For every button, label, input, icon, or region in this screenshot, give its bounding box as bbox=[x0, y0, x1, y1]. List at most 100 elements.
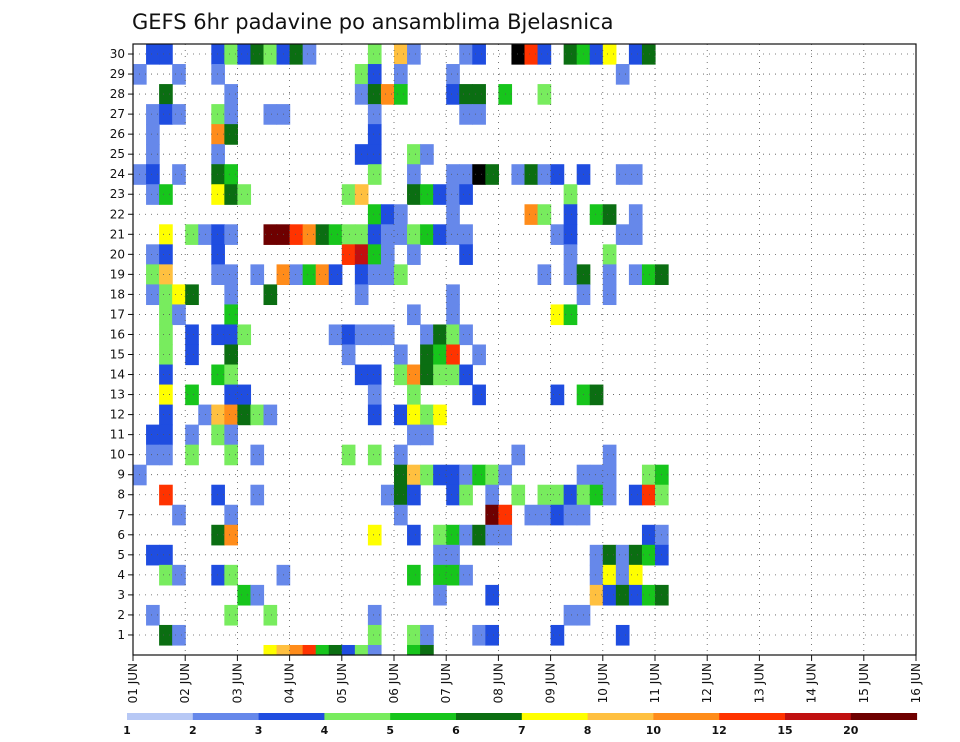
heatmap-cell bbox=[328, 644, 343, 656]
heatmap-cell bbox=[524, 164, 539, 185]
heatmap-cell bbox=[641, 524, 656, 546]
heatmap-cell bbox=[459, 184, 473, 205]
heatmap-cells bbox=[133, 44, 669, 656]
heatmap-cell bbox=[394, 464, 408, 486]
y-tick-label: 15 bbox=[110, 348, 125, 362]
heatmap-cell bbox=[446, 324, 460, 346]
heatmap-cell bbox=[459, 564, 473, 586]
heatmap-cell bbox=[628, 44, 643, 65]
heatmap-cell bbox=[315, 224, 330, 245]
heatmap-cell bbox=[211, 64, 225, 85]
heatmap-cell bbox=[459, 484, 473, 506]
heatmap-cell bbox=[146, 544, 160, 566]
x-tick-label: 14 JUN bbox=[805, 663, 819, 703]
heatmap-cell bbox=[211, 484, 225, 506]
heatmap-cell bbox=[407, 364, 421, 386]
heatmap-cell bbox=[224, 344, 238, 366]
y-tick-label: 19 bbox=[110, 267, 125, 281]
heatmap-cell bbox=[367, 404, 382, 426]
heatmap-cell bbox=[446, 344, 460, 366]
heatmap-cell bbox=[446, 364, 460, 386]
heatmap-cell bbox=[367, 524, 382, 546]
heatmap-cell bbox=[289, 264, 304, 285]
heatmap-cell bbox=[485, 524, 499, 546]
heatmap-cell bbox=[459, 364, 473, 386]
heatmap-cell bbox=[172, 304, 186, 326]
grid-lines bbox=[133, 44, 916, 655]
heatmap-cell bbox=[407, 244, 421, 265]
heatmap-cell bbox=[146, 144, 160, 165]
heatmap-cell bbox=[224, 564, 238, 586]
heatmap-cell bbox=[602, 44, 617, 65]
heatmap-cell bbox=[367, 624, 382, 646]
heatmap-cell bbox=[589, 44, 604, 65]
heatmap-cell bbox=[250, 404, 265, 426]
heatmap-cell bbox=[289, 224, 304, 245]
heatmap-cell bbox=[589, 544, 604, 566]
y-tick-label: 2 bbox=[117, 608, 125, 622]
heatmap-cell bbox=[446, 544, 460, 566]
heatmap-cell bbox=[537, 164, 552, 185]
y-tick-label: 3 bbox=[117, 588, 125, 602]
heatmap-cell bbox=[341, 444, 356, 466]
heatmap-cell bbox=[159, 564, 173, 586]
heatmap-cell bbox=[446, 164, 460, 185]
heatmap-cell bbox=[159, 444, 173, 466]
heatmap-cell bbox=[341, 344, 356, 366]
heatmap-cell bbox=[159, 324, 173, 346]
heatmap-cell bbox=[602, 584, 617, 606]
heatmap-cell bbox=[407, 644, 421, 656]
heatmap-cell bbox=[172, 284, 186, 306]
heatmap-cell bbox=[446, 564, 460, 586]
heatmap-cell bbox=[485, 584, 499, 606]
heatmap-cell bbox=[367, 44, 382, 65]
y-tick-label: 5 bbox=[117, 548, 125, 562]
heatmap-cell bbox=[628, 264, 643, 285]
heatmap-cell bbox=[472, 104, 486, 125]
heatmap-cell bbox=[563, 264, 578, 285]
heatmap-cell bbox=[446, 524, 460, 546]
heatmap-cell bbox=[472, 384, 486, 406]
heatmap-cell bbox=[641, 584, 656, 606]
heatmap-cell bbox=[159, 284, 173, 306]
heatmap-cell bbox=[224, 224, 238, 245]
x-tick-label: 11 JUN bbox=[648, 663, 662, 703]
colorbar-swatch bbox=[719, 713, 786, 720]
heatmap-cell bbox=[224, 384, 238, 406]
heatmap-cell bbox=[394, 84, 408, 105]
heatmap-cell bbox=[550, 384, 565, 406]
y-tick-label: 14 bbox=[110, 368, 125, 382]
heatmap-cell bbox=[641, 264, 656, 285]
heatmap-cell bbox=[224, 324, 238, 346]
heatmap-cell bbox=[394, 44, 408, 65]
heatmap-cell bbox=[224, 504, 238, 526]
heatmap-cell bbox=[537, 204, 552, 225]
heatmap-cell bbox=[420, 344, 434, 366]
heatmap-cell bbox=[328, 224, 343, 245]
x-tick-label: 01 JUN bbox=[126, 663, 140, 703]
y-tick-label: 18 bbox=[110, 287, 125, 301]
heatmap-cell bbox=[367, 644, 382, 656]
colorbar-label: 1 bbox=[123, 724, 131, 737]
heatmap-cell bbox=[263, 44, 278, 65]
heatmap-cell bbox=[459, 84, 473, 105]
heatmap-cell bbox=[250, 264, 265, 285]
colorbar-swatch bbox=[258, 713, 325, 720]
colorbar-label: 3 bbox=[255, 724, 263, 737]
heatmap-cell bbox=[472, 624, 486, 646]
heatmap-cell bbox=[615, 224, 630, 245]
heatmap-cell bbox=[159, 344, 173, 366]
heatmap-cell bbox=[459, 524, 473, 546]
heatmap-cell bbox=[602, 564, 617, 586]
heatmap-cell bbox=[472, 84, 486, 105]
heatmap-cell bbox=[550, 484, 565, 506]
y-axis-ticks: 1234567891011121314151617181920212223242… bbox=[110, 47, 133, 642]
colorbar: 1 2 3 4 5 6 7 8 10 12 15 20 bbox=[123, 713, 918, 737]
heatmap-cell bbox=[459, 324, 473, 346]
y-tick-label: 11 bbox=[110, 428, 125, 442]
y-tick-label: 20 bbox=[110, 247, 125, 261]
heatmap-cell bbox=[263, 644, 278, 656]
y-tick-label: 7 bbox=[117, 508, 125, 522]
y-tick-label: 16 bbox=[110, 327, 125, 341]
